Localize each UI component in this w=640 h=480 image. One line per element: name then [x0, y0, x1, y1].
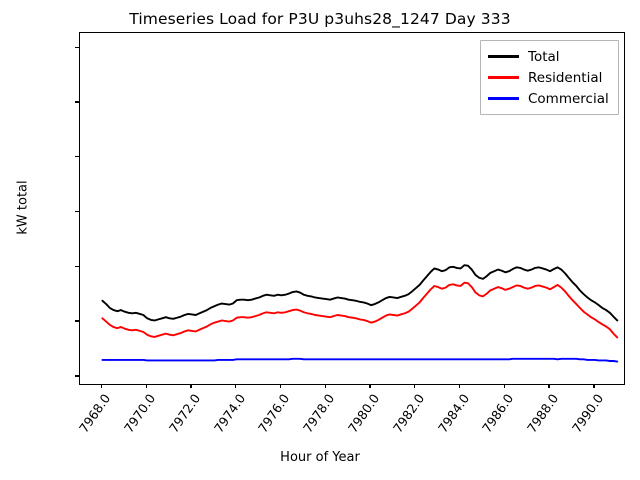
x-axis-label: Hour of Year [280, 450, 360, 465]
x-tick-label: 7980.0 [344, 391, 383, 436]
plot-area [79, 32, 625, 385]
x-tick-label: 7984.0 [434, 391, 472, 436]
x-tick-mark [190, 384, 192, 388]
legend-item-commercial[interactable]: Commercial [488, 88, 609, 109]
x-tick-label: 7990.0 [568, 391, 607, 436]
y-axis-label: kW total [15, 179, 31, 235]
x-tick-mark [503, 384, 505, 388]
y-tick-mark [75, 265, 79, 267]
legend-item-total[interactable]: Total [488, 46, 609, 67]
x-tick-label: 7970.0 [121, 391, 159, 436]
x-tick-mark [279, 384, 282, 388]
x-tick-mark [369, 384, 371, 388]
x-tick-mark [548, 384, 550, 388]
x-tick-label: 7972.0 [165, 391, 204, 436]
series-canvas [101, 264, 619, 363]
x-tick-mark [100, 384, 103, 388]
y-tick-mark [75, 210, 79, 213]
series-line-residential [101, 281, 619, 339]
x-tick-mark [458, 384, 461, 388]
series-line-commercial [101, 357, 619, 363]
y-tick-mark [75, 101, 79, 103]
x-tick-mark [593, 384, 595, 388]
x-tick-label: 7982.0 [389, 391, 428, 436]
legend-label: Residential [528, 69, 603, 86]
x-tick-label: 7976.0 [255, 391, 293, 436]
legend-label: Commercial [528, 90, 609, 107]
legend-swatch-total [488, 55, 519, 58]
x-tick-label: 7978.0 [300, 391, 338, 436]
chart-title: Timeseries Load for P3U p3uhs28_1247 Day… [129, 10, 511, 28]
series-line-total [101, 264, 619, 322]
x-tick-mark [145, 384, 147, 388]
legend-item-residential[interactable]: Residential [488, 67, 609, 88]
y-tick-mark [75, 46, 79, 48]
y-tick-mark [75, 156, 79, 158]
legend-swatch-commercial [488, 97, 519, 100]
y-tick-mark [75, 375, 79, 377]
y-tick-mark [75, 320, 79, 322]
x-tick-label: 7988.0 [524, 391, 562, 436]
x-tick-mark [235, 384, 237, 388]
x-tick-label: 7986.0 [479, 391, 517, 436]
legend-swatch-residential [488, 76, 519, 79]
x-tick-mark [414, 384, 416, 388]
x-tick-label: 7974.0 [210, 391, 248, 436]
x-tick-mark [324, 384, 326, 388]
legend-label: Total [528, 48, 560, 65]
legend: Total Residential Commercial [480, 40, 619, 115]
x-tick-label: 7968.0 [76, 391, 114, 436]
